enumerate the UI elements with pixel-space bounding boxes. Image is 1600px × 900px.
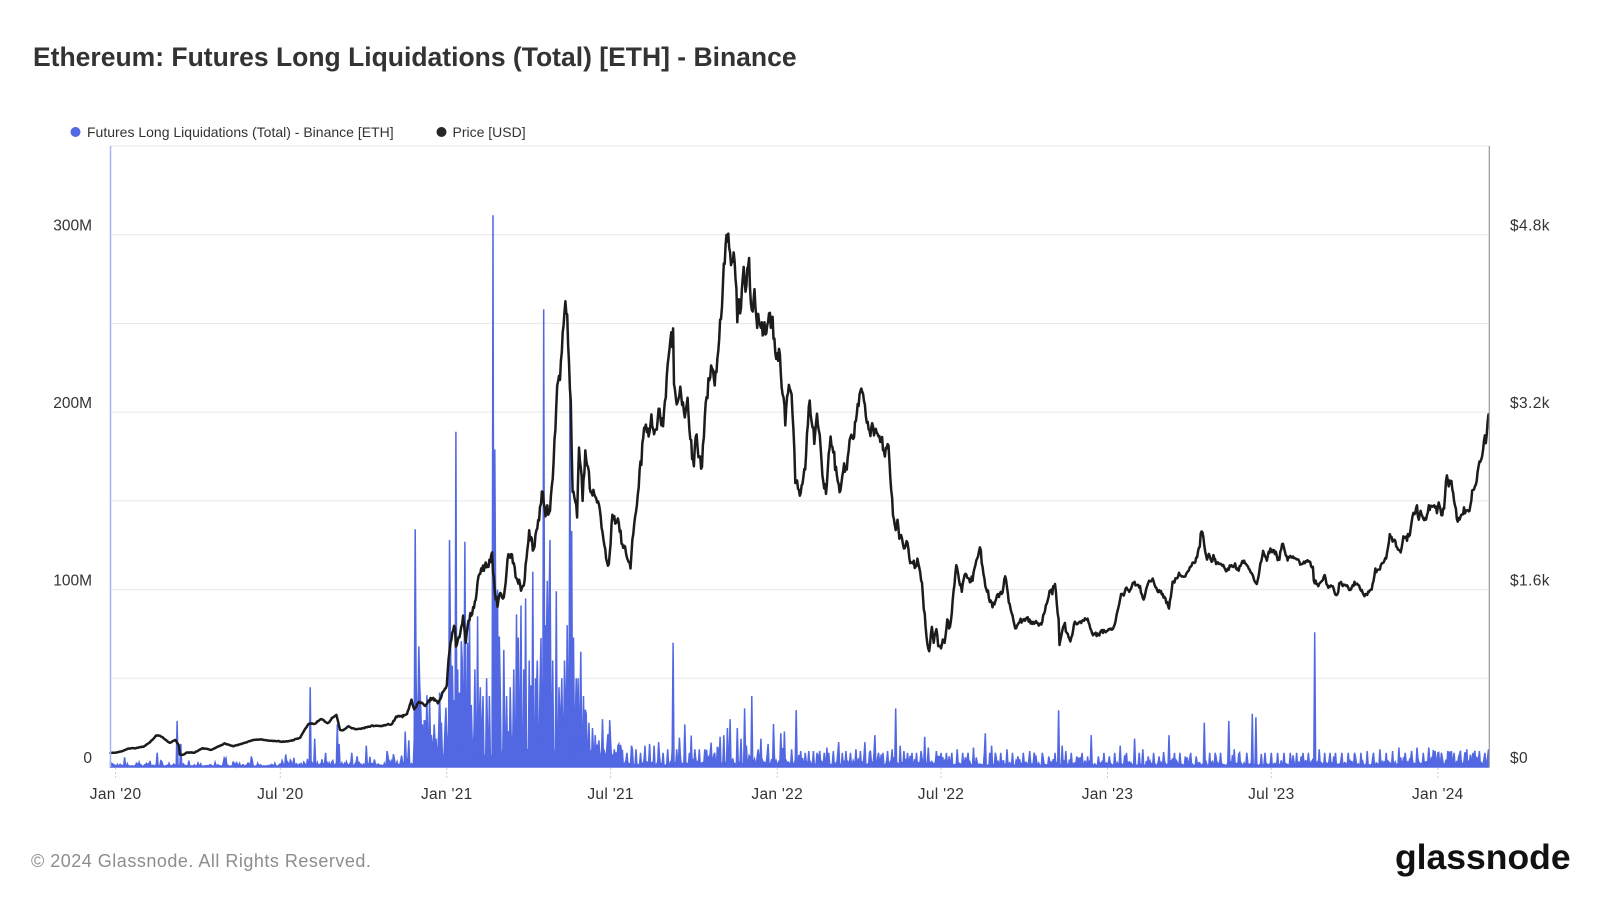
svg-text:$1.6k: $1.6k <box>1510 573 1550 590</box>
svg-text:Jan '21: Jan '21 <box>421 786 473 803</box>
svg-text:$0: $0 <box>1510 750 1528 767</box>
svg-text:Ethereum: Futures Long Liquida: Ethereum: Futures Long Liquidations (Tot… <box>33 42 797 72</box>
svg-text:Jul '21: Jul '21 <box>587 786 633 803</box>
svg-text:glassnode: glassnode <box>1395 837 1571 877</box>
svg-text:Jan '20: Jan '20 <box>90 786 142 803</box>
svg-text:Price [USD]: Price [USD] <box>453 124 526 140</box>
svg-text:Jul '22: Jul '22 <box>918 786 964 803</box>
svg-text:100M: 100M <box>53 573 92 590</box>
svg-text:© 2024 Glassnode. All Rights R: © 2024 Glassnode. All Rights Reserved. <box>31 851 371 871</box>
svg-text:200M: 200M <box>53 395 92 412</box>
svg-text:Jul '23: Jul '23 <box>1248 786 1294 803</box>
svg-text:Jan '24: Jan '24 <box>1412 786 1464 803</box>
svg-text:Jan '22: Jan '22 <box>751 786 803 803</box>
svg-text:$3.2k: $3.2k <box>1510 395 1550 412</box>
svg-text:Jan '23: Jan '23 <box>1082 786 1134 803</box>
svg-text:Jul '20: Jul '20 <box>257 786 303 803</box>
svg-text:$4.8k: $4.8k <box>1510 218 1550 235</box>
svg-text:300M: 300M <box>53 218 92 235</box>
svg-text:0: 0 <box>83 750 92 767</box>
svg-text:Futures Long Liquidations (Tot: Futures Long Liquidations (Total) - Bina… <box>87 124 394 140</box>
